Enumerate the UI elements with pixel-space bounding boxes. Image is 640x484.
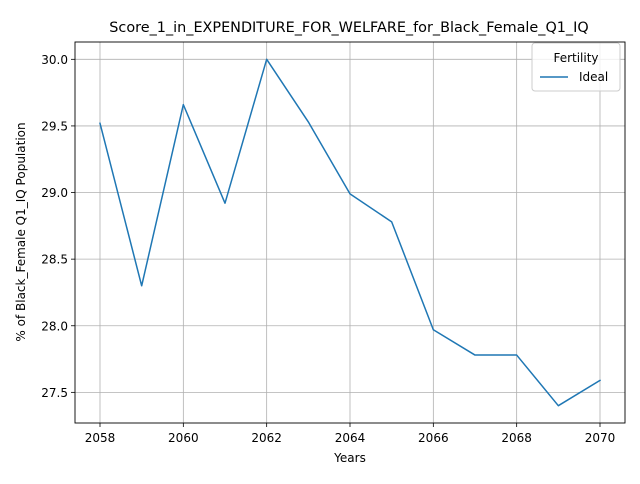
x-tick-label: 2058 bbox=[85, 431, 116, 445]
x-tick-label: 2064 bbox=[335, 431, 366, 445]
x-tick-label: 2060 bbox=[168, 431, 199, 445]
x-tick-label: 2068 bbox=[501, 431, 532, 445]
x-axis-label: Years bbox=[333, 451, 366, 465]
y-tick-label: 29.0 bbox=[41, 186, 68, 200]
chart-title: Score_1_in_EXPENDITURE_FOR_WELFARE_for_B… bbox=[109, 20, 588, 36]
y-tick-label: 30.0 bbox=[41, 53, 68, 67]
x-tick-label: 2070 bbox=[585, 431, 616, 445]
grid bbox=[75, 42, 625, 423]
y-tick-label: 28.0 bbox=[41, 319, 68, 333]
y-tick-label: 27.5 bbox=[41, 386, 68, 400]
legend-title: Fertility bbox=[553, 51, 598, 65]
x-tick-label: 2066 bbox=[418, 431, 449, 445]
y-axis-ticks: 27.5 28.0 28.5 29.0 29.5 30.0 bbox=[41, 53, 75, 400]
x-axis-ticks: 2058 2060 2062 2064 2066 2068 2070 bbox=[85, 423, 616, 445]
y-axis-label: % of Black_Female Q1_IQ Population bbox=[14, 122, 28, 341]
x-tick-label: 2062 bbox=[251, 431, 282, 445]
y-tick-label: 29.5 bbox=[41, 119, 68, 133]
y-tick-label: 28.5 bbox=[41, 253, 68, 267]
legend: Fertility Ideal bbox=[532, 43, 620, 91]
legend-label-ideal: Ideal bbox=[579, 70, 608, 84]
